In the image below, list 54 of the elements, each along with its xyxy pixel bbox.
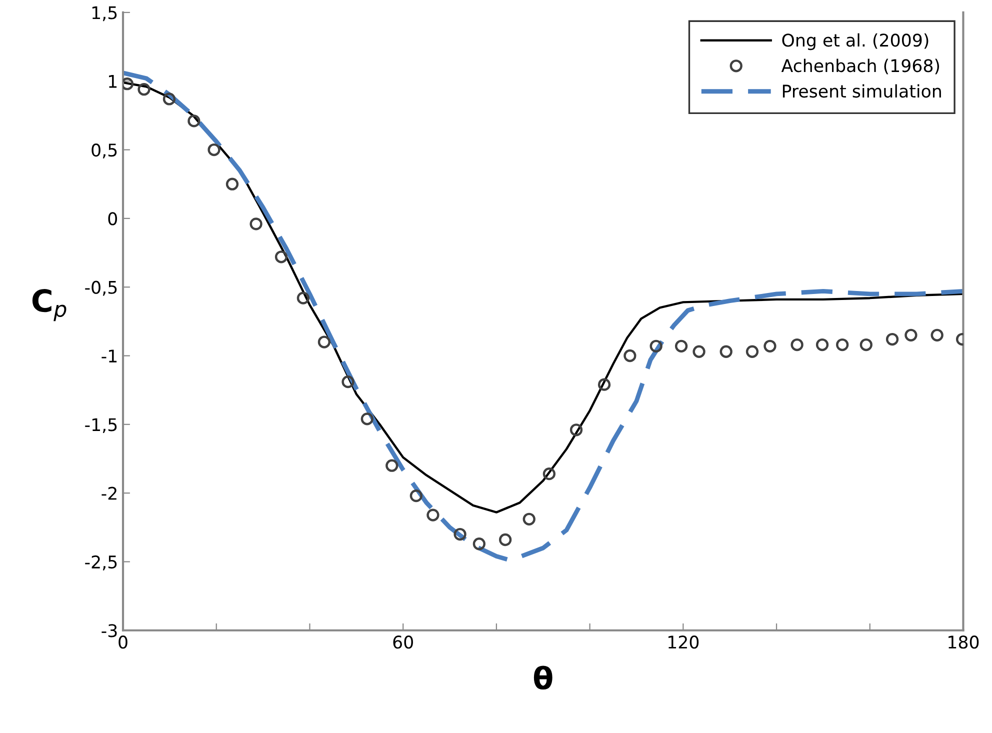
point xyxy=(816,338,829,352)
x-tick-label: 120 xyxy=(668,636,699,649)
point xyxy=(720,345,732,358)
y-tick-label: -2,5 xyxy=(85,555,117,570)
legend-label: Achenbach (1968) xyxy=(781,58,940,74)
point xyxy=(426,508,440,522)
x-tick-label: 60 xyxy=(393,636,413,649)
point xyxy=(930,328,944,342)
point xyxy=(250,218,262,230)
point xyxy=(764,340,776,352)
y-tick-label: -3 xyxy=(102,624,117,638)
point xyxy=(570,424,583,436)
point xyxy=(674,340,688,352)
y-tick-label: -1 xyxy=(102,350,117,362)
y-tick-label: 0,5 xyxy=(92,143,117,158)
y-tick-label: 1 xyxy=(109,75,117,88)
point xyxy=(860,338,872,352)
point xyxy=(360,412,374,426)
y-tick-label: 0 xyxy=(108,212,117,226)
y-tick-label: -1,5 xyxy=(85,418,117,434)
point xyxy=(454,528,466,541)
y-tick-label: -0,5 xyxy=(85,280,117,296)
point xyxy=(274,250,288,264)
point xyxy=(650,340,662,352)
point xyxy=(472,538,486,550)
point xyxy=(208,143,220,156)
point xyxy=(410,489,422,502)
point xyxy=(542,468,556,480)
x-axis-title: θ xyxy=(534,666,552,690)
point xyxy=(498,533,512,546)
point xyxy=(746,345,759,358)
point xyxy=(886,332,899,346)
y-axis-title: C$_{p}$ xyxy=(32,289,66,322)
point xyxy=(598,378,611,391)
point xyxy=(226,178,239,190)
legend-label: Ong et al. (2009) xyxy=(782,33,928,50)
point xyxy=(692,345,706,358)
y-tick-label: 1,5 xyxy=(92,6,117,22)
point xyxy=(386,459,398,472)
point xyxy=(624,349,636,362)
point xyxy=(318,336,331,348)
point xyxy=(904,328,918,342)
point xyxy=(342,376,354,388)
legend-label: Present simulation xyxy=(782,84,941,98)
point xyxy=(162,92,176,106)
point xyxy=(188,114,200,128)
y-tick-label: -2 xyxy=(102,486,116,500)
point xyxy=(296,292,310,304)
point xyxy=(836,338,849,352)
x-tick-label: 0 xyxy=(118,636,128,649)
point xyxy=(790,338,804,352)
point xyxy=(522,512,536,526)
point xyxy=(138,83,150,96)
x-tick-label: 180 xyxy=(948,636,979,649)
